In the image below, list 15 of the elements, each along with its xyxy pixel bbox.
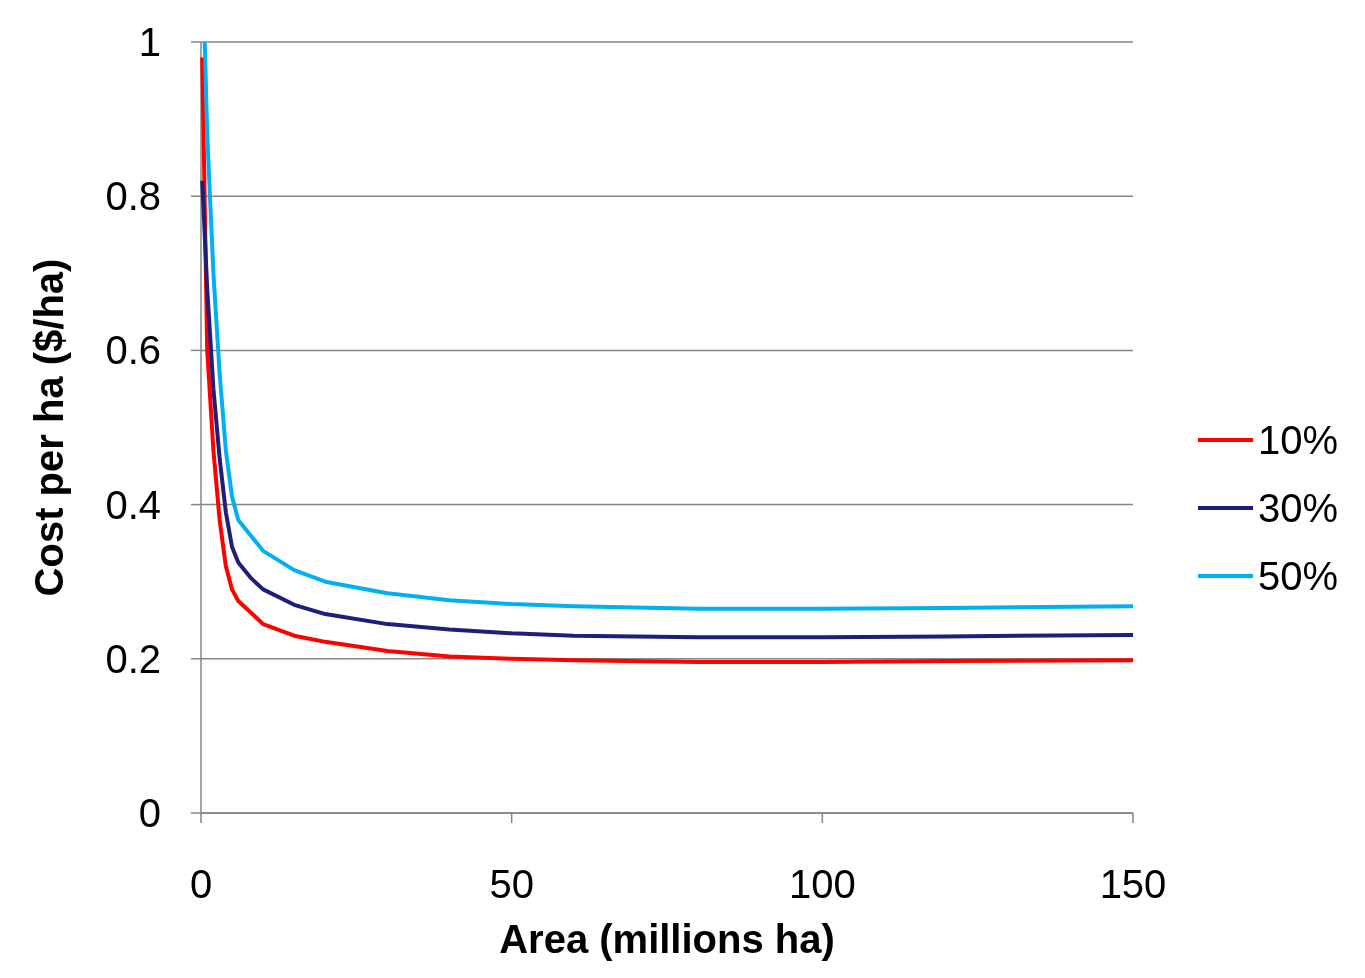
legend-label: 10% [1258,418,1339,462]
y-tick-label: 0 [138,791,161,835]
y-tick-label: 0.8 [105,174,161,219]
legend-label: 30% [1258,486,1339,530]
y-tick-label: 1 [138,20,161,64]
legend-label: 50% [1258,554,1339,598]
x-tick-label: 50 [489,862,534,906]
y-tick-label: 0.4 [105,482,161,527]
y-axis-title: Cost per ha ($/ha) [27,258,71,597]
x-tick-label: 100 [788,862,856,906]
x-tick-label: 150 [1099,862,1167,906]
x-axis-title: Area (millions ha) [499,917,835,961]
y-tick-label: 0.6 [105,328,161,373]
y-tick-label: 0.2 [105,636,161,681]
x-tick-label: 0 [189,862,213,906]
